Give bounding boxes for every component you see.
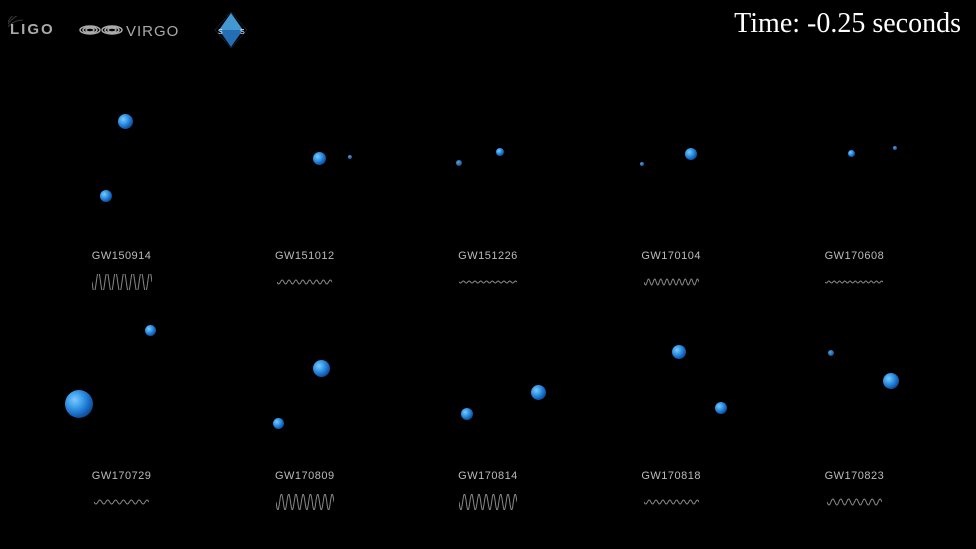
svg-text:S: S [240,29,245,36]
black-hole-orb [65,390,93,418]
event-cell: GW151226 [396,90,579,310]
event-name-label: GW170729 [92,470,152,482]
waveform [94,494,149,510]
black-hole-orb [118,114,133,129]
black-hole-orb [848,150,855,157]
event-name-label: GW170823 [825,470,885,482]
waveform [92,274,152,290]
waveform [276,494,334,510]
time-display: Time: -0.25 seconds [734,8,961,40]
black-hole-orb [273,418,284,429]
black-hole-orb [348,155,352,159]
waveform [644,274,699,290]
event-name-label: GW151012 [275,250,335,262]
black-hole-orb [531,385,546,400]
waveform [459,274,517,290]
black-hole-orb [461,408,473,420]
event-name-label: GW151226 [458,250,518,262]
waveform [825,274,883,290]
ligo-logo: LIGO [8,16,68,45]
event-cell: GW170809 [213,310,396,530]
black-hole-orb [883,373,899,389]
event-cell: GW170104 [580,90,763,310]
sxs-logo: S S [211,10,251,50]
event-name-label: GW170608 [825,250,885,262]
svg-text:LIGO: LIGO [10,21,55,38]
virgo-logo: VIRGO [78,18,193,42]
black-hole-orb [715,402,727,414]
black-hole-orb [672,345,686,359]
black-hole-orb [145,325,156,336]
waveform [827,494,882,510]
events-grid: GW150914 GW151012 GW151226 GW170104 GW170608… [0,90,976,530]
event-name-label: GW170818 [641,470,701,482]
waveform [459,494,517,510]
waveform [277,274,332,290]
svg-text:S: S [218,29,223,36]
event-name-label: GW150914 [92,250,152,262]
event-cell: GW170823 [763,310,946,530]
black-hole-orb [313,360,330,377]
event-cell: GW170814 [396,310,579,530]
event-cell: GW150914 [30,90,213,310]
waveform [644,494,699,510]
black-hole-orb [828,350,834,356]
svg-text:VIRGO: VIRGO [126,23,179,40]
black-hole-orb [100,190,112,202]
event-name-label: GW170104 [641,250,701,262]
event-name-label: GW170809 [275,470,335,482]
event-name-label: GW170814 [458,470,518,482]
black-hole-orb [313,152,326,165]
event-cell: GW170608 [763,90,946,310]
header-logos: LIGO VIRGO S S [8,10,251,50]
event-cell: GW170729 [30,310,213,530]
black-hole-orb [640,162,644,166]
black-hole-orb [456,160,462,166]
black-hole-orb [496,148,504,156]
black-hole-orb [685,148,697,160]
black-hole-orb [893,146,897,150]
event-cell: GW151012 [213,90,396,310]
event-cell: GW170818 [580,310,763,530]
